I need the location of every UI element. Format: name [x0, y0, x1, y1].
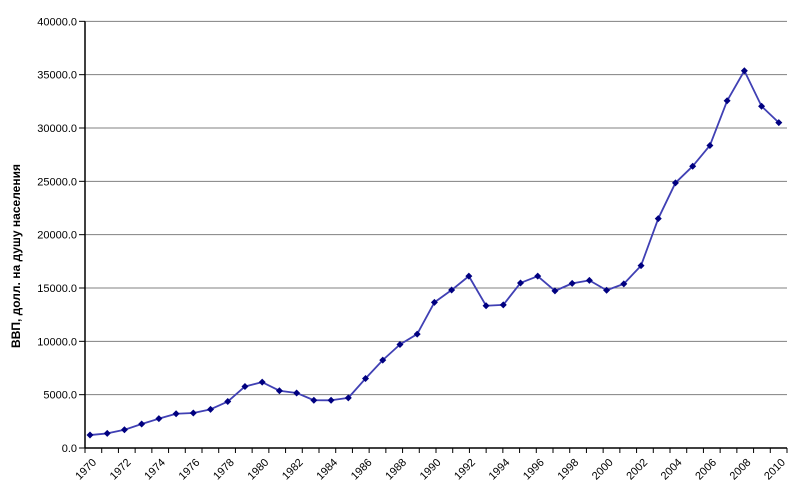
x-axis-tick-label: 1980: [246, 457, 272, 483]
data-point-marker: [379, 356, 387, 364]
y-axis-title: ВВП, долл. на душу населения: [9, 164, 23, 348]
data-point-marker: [482, 302, 490, 310]
data-point-marker: [740, 67, 748, 75]
x-axis-tick-label: 1990: [418, 457, 444, 483]
x-axis-tick-label: 1994: [487, 457, 513, 483]
data-point-marker: [258, 378, 266, 386]
y-axis-tick-label: 30000.0: [37, 123, 77, 135]
data-point-marker: [620, 280, 628, 288]
data-point-marker: [327, 396, 335, 404]
x-axis-tick-label: 1972: [108, 457, 134, 483]
data-point-marker: [224, 398, 232, 406]
data-point-marker: [155, 415, 163, 423]
data-point-marker: [534, 272, 542, 280]
data-point-marker: [103, 429, 111, 437]
data-point-marker: [706, 141, 714, 149]
data-point-marker: [723, 97, 731, 105]
data-point-marker: [413, 330, 421, 338]
data-point-marker: [241, 382, 249, 390]
y-axis-tick-label: 25000.0: [37, 176, 77, 188]
x-axis-tick-label: 1976: [177, 457, 203, 483]
x-axis-tick-label: 1970: [73, 457, 99, 483]
x-axis-tick-label: 1988: [383, 457, 409, 483]
x-axis-tick-label: 2002: [624, 457, 650, 483]
data-point-marker: [551, 287, 559, 295]
data-point-marker: [465, 272, 473, 280]
x-axis-tick-label: 2006: [693, 457, 719, 483]
data-point-marker: [637, 262, 645, 270]
data-point-marker: [275, 387, 283, 395]
x-axis-tick-label: 1982: [280, 457, 306, 483]
data-point-marker: [517, 279, 524, 287]
x-axis-tick-label: 1998: [555, 457, 581, 483]
y-axis-tick-label: 5000.0: [43, 390, 77, 402]
data-point-marker: [293, 389, 301, 397]
data-point-marker: [568, 279, 576, 287]
x-axis-tick-label: 1984: [314, 457, 340, 483]
data-point-marker: [585, 276, 593, 284]
x-axis-tick-label: 1978: [211, 457, 237, 483]
data-point-marker: [207, 405, 215, 413]
y-axis-tick-label: 0.0: [62, 443, 77, 455]
data-point-marker: [499, 301, 507, 309]
data-point-marker: [138, 420, 146, 428]
x-axis-tick-label: 1986: [349, 457, 375, 483]
data-point-marker: [689, 162, 697, 170]
y-axis-tick-label: 20000.0: [37, 230, 77, 242]
data-point-marker: [671, 179, 679, 187]
data-point-marker: [758, 102, 766, 110]
data-point-marker: [120, 426, 128, 434]
data-point-marker: [344, 394, 352, 402]
data-point-marker: [603, 286, 611, 294]
y-axis-tick-label: 10000.0: [37, 336, 77, 348]
data-point-marker: [775, 119, 783, 127]
x-axis-tick-label: 2010: [762, 457, 788, 483]
gdp-series-line: [89, 69, 780, 436]
data-point-marker: [654, 215, 662, 223]
x-axis-tick-label: 2004: [659, 457, 685, 483]
x-axis-tick-label: 2000: [590, 457, 616, 483]
data-point-marker: [172, 410, 180, 418]
y-axis-tick-label: 15000.0: [37, 283, 77, 295]
data-point-marker: [396, 341, 404, 349]
x-axis-tick-label: 1996: [521, 457, 547, 483]
data-point-marker: [430, 298, 438, 306]
data-point-marker: [86, 431, 94, 439]
x-axis-tick-label: 1974: [142, 457, 168, 483]
y-axis-tick-label: 40000.0: [37, 16, 77, 28]
y-axis-tick-label: 35000.0: [37, 70, 77, 82]
data-point-marker: [448, 286, 456, 294]
x-axis-tick-label: 2008: [728, 457, 754, 483]
data-point-marker: [310, 396, 318, 404]
data-point-marker: [362, 375, 370, 383]
data-point-marker: [189, 409, 197, 417]
x-axis-tick-label: 1992: [452, 457, 478, 483]
